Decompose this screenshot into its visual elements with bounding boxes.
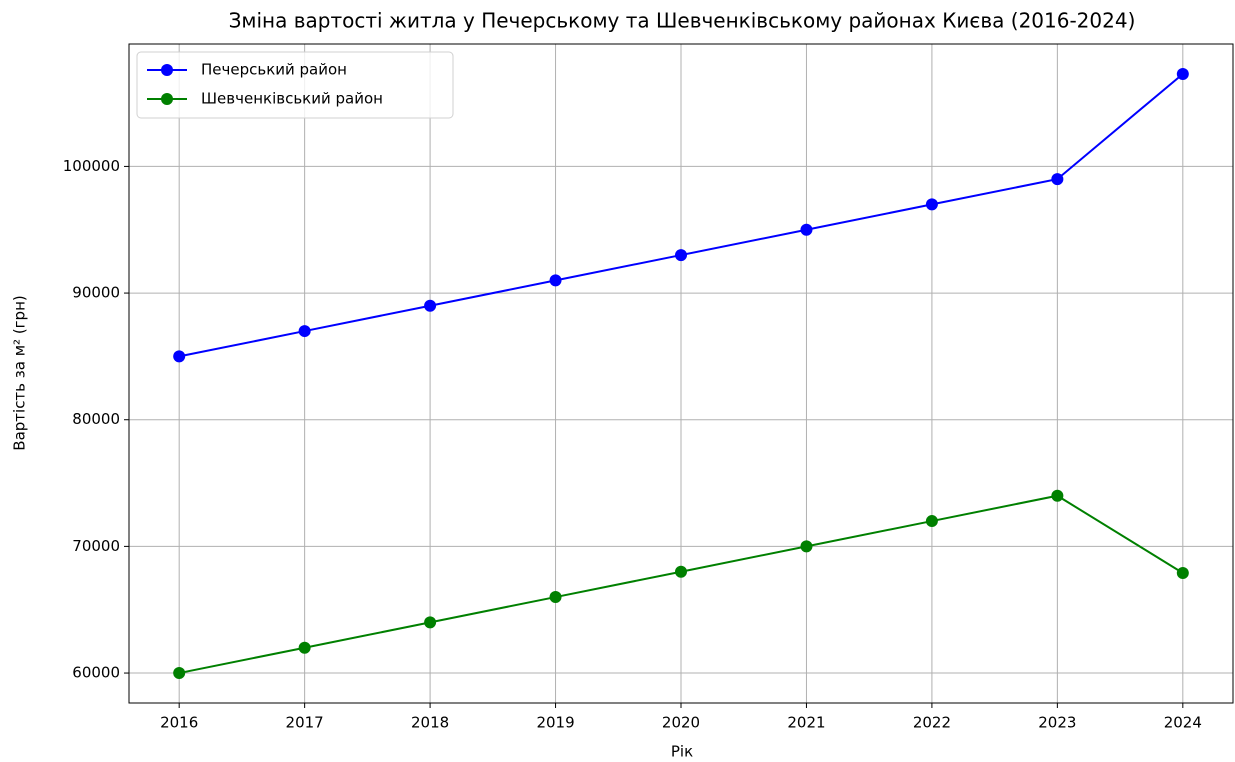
x-tick-label: 2020 (662, 714, 700, 732)
data-point (173, 350, 186, 363)
x-tick-label: 2017 (286, 714, 324, 732)
data-point (925, 198, 938, 211)
legend-box (136, 51, 454, 119)
data-point (1051, 173, 1064, 186)
x-tick-label: 2018 (411, 714, 449, 732)
y-tick-label: 100000 (63, 157, 120, 175)
legend-label: Печерський район (201, 61, 347, 79)
y-tick-label: 80000 (72, 410, 120, 428)
x-tick-label: 2021 (787, 714, 825, 732)
data-point (549, 591, 562, 604)
chart-title: Зміна вартості житла у Печерському та Ше… (229, 9, 1136, 33)
data-point (298, 325, 311, 338)
legend-label: Шевченківський район (201, 90, 383, 108)
legend-marker (161, 64, 173, 76)
x-tick-label: 2023 (1038, 714, 1076, 732)
data-point (800, 223, 813, 236)
x-tick-label: 2019 (536, 714, 574, 732)
x-tick-label: 2022 (913, 714, 951, 732)
y-tick-label: 60000 (72, 664, 120, 682)
y-tick-label: 90000 (72, 284, 120, 302)
data-point (675, 249, 687, 262)
data-point (173, 667, 186, 680)
data-point (800, 540, 813, 553)
data-point (424, 299, 437, 312)
data-point (925, 515, 938, 528)
data-point (1176, 566, 1189, 579)
data-point (298, 641, 311, 654)
x-tick-label: 2016 (160, 714, 198, 732)
y-tick-label: 70000 (72, 537, 120, 555)
x-axis-label: Рік (671, 743, 693, 761)
data-point (1051, 489, 1064, 502)
legend-marker (161, 93, 173, 105)
x-tick-label: 2024 (1164, 714, 1202, 732)
data-point (675, 565, 687, 578)
data-point (424, 616, 437, 629)
y-axis-label: Вартість за м² (грн) (11, 295, 29, 450)
data-point (549, 274, 562, 287)
data-point (1176, 67, 1189, 80)
plot-frame (128, 43, 1234, 704)
